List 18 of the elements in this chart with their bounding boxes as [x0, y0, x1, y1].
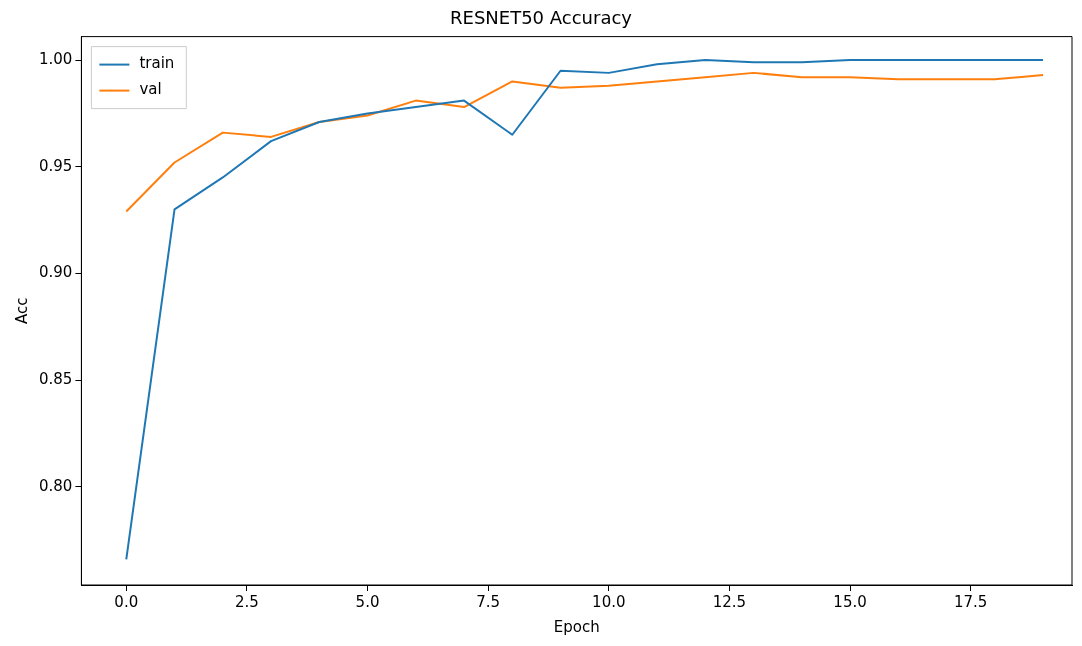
y-tick-label: 0.90 — [38, 263, 73, 282]
y-tick-label: 0.80 — [38, 476, 73, 495]
x-tick-label: 0.0 — [114, 592, 139, 611]
y-tick-label: 0.85 — [38, 370, 73, 389]
x-tick-label: 7.5 — [476, 592, 501, 611]
x-tick-label: 15.0 — [833, 592, 867, 611]
x-axis-title: Epoch — [553, 617, 600, 636]
x-tick-label: 17.5 — [953, 592, 988, 611]
x-tick-label: 12.5 — [712, 592, 747, 611]
legend-label: val — [139, 80, 162, 99]
y-tick-label: 0.95 — [38, 156, 73, 175]
y-axis-title: Acc — [12, 297, 31, 325]
x-tick-label: 5.0 — [355, 592, 380, 611]
chart-title: RESNET50 Accuracy — [450, 7, 633, 29]
y-tick-label: 1.00 — [38, 49, 73, 68]
x-tick-label: 2.5 — [234, 592, 259, 611]
legend-label: train — [139, 54, 175, 73]
x-tick-label: 10.0 — [592, 592, 626, 611]
